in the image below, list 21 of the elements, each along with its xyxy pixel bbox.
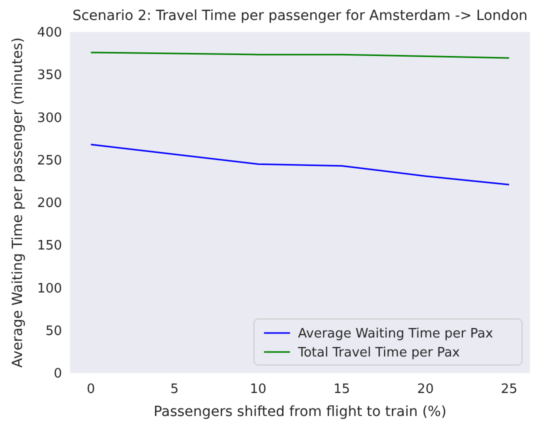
x-tick-label: 5 — [170, 382, 179, 397]
x-tick-label: 20 — [417, 382, 434, 397]
y-tick-label: 300 — [37, 110, 62, 126]
x-tick-label: 15 — [334, 382, 350, 397]
x-axis-title: Passengers shifted from flight to train (%) — [154, 404, 446, 420]
y-tick-label: 200 — [37, 196, 62, 211]
y-tick-label: 100 — [37, 281, 62, 296]
y-axis-title: Average Waiting Time per passenger (minutes) — [10, 37, 26, 368]
legend-label: Total Travel Time per Pax — [297, 346, 460, 360]
x-tick-label: 10 — [250, 382, 266, 397]
y-tick-label: 50 — [45, 324, 62, 339]
y-tick-label: 250 — [37, 153, 62, 168]
line-series — [90, 144, 510, 186]
chart-title: Scenario 2: Travel Time per passenger for Amsterdam -> London — [72, 8, 528, 24]
y-tick-label: 150 — [37, 238, 62, 254]
y-tick-label: 0 — [54, 366, 62, 382]
x-tick-label: 25 — [500, 382, 518, 397]
x-tick-label: 0 — [86, 382, 96, 397]
legend-label: Average Waiting Time per Pax — [298, 326, 494, 342]
y-tick-label: 400 — [37, 26, 62, 40]
y-tick-label: 350 — [37, 68, 62, 84]
